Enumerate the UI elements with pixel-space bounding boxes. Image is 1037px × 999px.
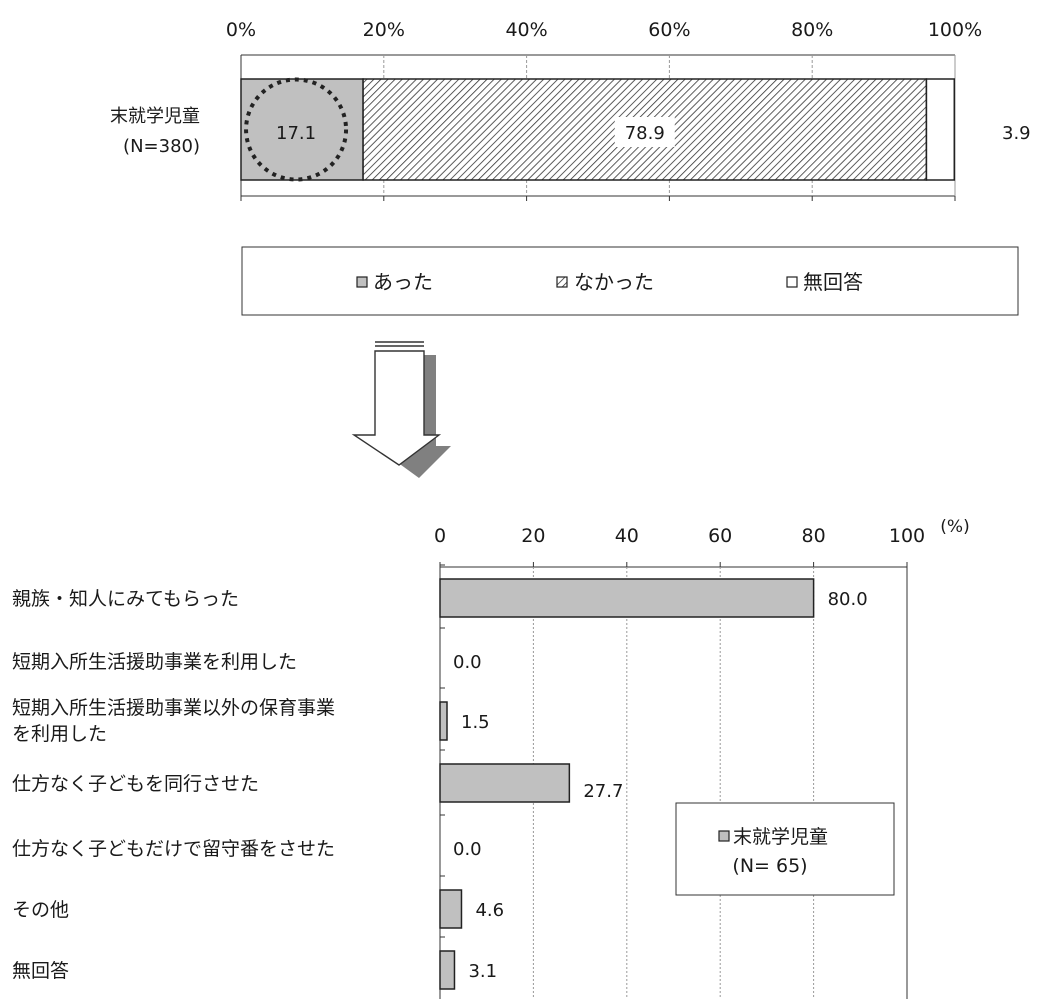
data-label-なかった: 78.9 [625, 123, 665, 144]
bar [439, 889, 463, 929]
bottom-legend-box [675, 802, 895, 896]
legend-swatch-あった [356, 276, 368, 288]
top-tick-label: 100% [928, 19, 982, 41]
bottom-category-label: 仕方なく子どもを同行させた [12, 773, 259, 795]
data-label: 80.0 [828, 589, 868, 610]
bottom-gridlines [439, 562, 908, 999]
data-label: 0.0 [453, 839, 482, 860]
bottom-data-labels: 80.0 0.0 1.5 27.7 0.0 4.6 3.1 [453, 589, 868, 982]
top-category-label: 末就学児童 [110, 106, 200, 127]
bottom-tick-label: 20 [521, 525, 545, 547]
bottom-category-label: その他 [12, 899, 69, 921]
bottom-tick-label: 0 [434, 525, 446, 547]
bottom-category-label: 親族・知人にみてもらった [12, 588, 239, 610]
top-category-labels: 末就学児童 (N=380) [110, 106, 200, 157]
top-category-n: (N=380) [123, 136, 200, 157]
top-data-labels: 17.1 78.9 3.9 [244, 77, 1031, 182]
legend-swatch-なかった [556, 276, 568, 288]
bottom-tick-label: 80 [802, 525, 826, 547]
bottom-category-label: 仕方なく子どもだけで留守番をさせた [12, 838, 335, 860]
bar [439, 763, 571, 803]
bar [439, 701, 448, 741]
data-label-あった: 17.1 [276, 123, 316, 144]
bottom-category-label: 短期入所生活援助事業を利用した [12, 651, 297, 673]
bottom-category-label: を利用した [12, 723, 107, 745]
bar [439, 578, 815, 618]
bottom-unit-label: (%) [940, 517, 969, 537]
top-tick-label: 40% [505, 19, 547, 41]
legend-n-label: (N= 65) [732, 855, 807, 877]
top-tick-label: 80% [791, 19, 833, 41]
bottom-category-labels: 親族・知人にみてもらった短期入所生活援助事業を利用した短期入所生活援助事業以外の… [12, 588, 335, 982]
data-label: 4.6 [475, 900, 504, 921]
bottom-category-label: 無回答 [12, 960, 69, 982]
legend-label-あった: あった [373, 270, 433, 294]
bottom-tick-label: 100 [889, 525, 925, 547]
bar [439, 950, 456, 990]
data-label: 27.7 [583, 781, 623, 802]
bottom-tick-label: 40 [615, 525, 639, 547]
bottom-category-label: 短期入所生活援助事業以外の保育事業 [12, 697, 335, 719]
legend-label-無回答: 無回答 [803, 270, 863, 294]
stacked-bar-chart: 0% 20% 40% 60% 80% 100% 末就学児童 (N=380) 17.1 78.9… [110, 19, 1031, 201]
top-legend: あった なかった 無回答 [241, 246, 1019, 316]
top-tick-label: 0% [226, 19, 256, 41]
top-tick-label: 60% [648, 19, 690, 41]
data-label: 0.0 [453, 652, 482, 673]
legend-label-なかった: なかった [574, 270, 654, 294]
bottom-bars [439, 578, 815, 990]
data-label-bg [614, 117, 675, 147]
bottom-legend: 末就学児童 (N= 65) [675, 802, 895, 896]
down-arrow-icon [351, 341, 451, 478]
legend-label: 末就学児童 [733, 826, 828, 848]
bottom-tick-label: 60 [708, 525, 732, 547]
bottom-x-tick-labels: 0 20 40 60 80 100 [434, 525, 925, 547]
data-label-無回答: 3.9 [1002, 123, 1031, 144]
data-label: 3.1 [468, 961, 497, 982]
bar-無回答 [925, 78, 956, 181]
highlight-circle [244, 77, 349, 182]
data-label: 1.5 [461, 712, 490, 733]
top-tick-label: 20% [363, 19, 405, 41]
legend-swatch [718, 830, 730, 842]
legend-swatch-無回答 [786, 276, 798, 288]
horizontal-bar-chart: 0 20 40 60 80 100 (%) 親族・知人にみてもらった短期入所生活援助事業を… [12, 517, 970, 999]
top-x-tick-labels: 0% 20% 40% 60% 80% 100% [226, 19, 982, 41]
top-legend-box [241, 246, 1019, 316]
